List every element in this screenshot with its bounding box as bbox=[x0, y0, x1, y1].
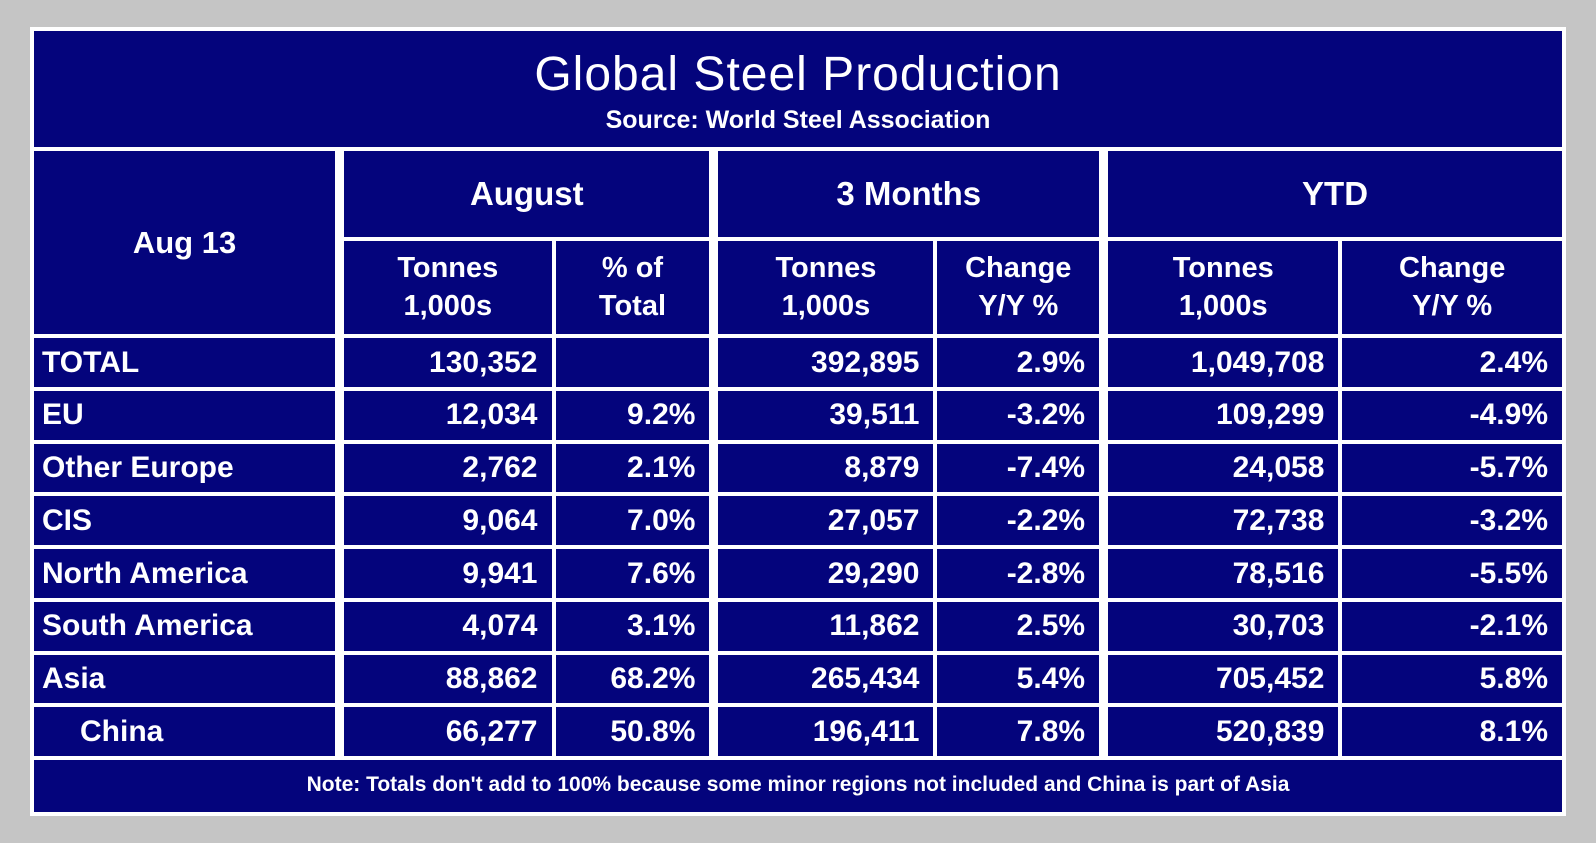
col-header-august-tonnes: Tonnes 1,000s bbox=[335, 236, 556, 339]
header-sub-row: Tonnes 1,000s % of Total Tonnes 1,000s C… bbox=[34, 236, 1562, 339]
value-cell: 4,074 bbox=[335, 597, 556, 655]
column-group-august: August bbox=[335, 147, 716, 241]
value-cell: 8,879 bbox=[709, 439, 938, 497]
region-cell: Other Europe bbox=[34, 439, 342, 497]
column-group-3months: 3 Months bbox=[709, 147, 1106, 241]
value-cell: -2.1% bbox=[1338, 597, 1562, 655]
value-cell: 50.8% bbox=[551, 703, 716, 760]
col-header-line1: Change bbox=[1399, 252, 1506, 284]
value-cell: 520,839 bbox=[1099, 703, 1343, 760]
value-cell: 27,057 bbox=[709, 492, 938, 550]
value-cell: 2.1% bbox=[551, 439, 716, 497]
col-header-line1: Tonnes bbox=[1172, 252, 1274, 284]
col-header-line2: Total bbox=[598, 289, 667, 322]
table-note: Note: Totals don't add to 100% because s… bbox=[306, 773, 1290, 796]
value-cell: 2.4% bbox=[1338, 334, 1562, 392]
value-cell: 5.8% bbox=[1338, 650, 1562, 708]
value-cell: -5.7% bbox=[1338, 439, 1562, 497]
value-cell: -5.5% bbox=[1338, 545, 1562, 602]
value-cell: 12,034 bbox=[335, 387, 556, 444]
value-cell: 11,862 bbox=[709, 597, 938, 655]
value-cell: 30,703 bbox=[1099, 597, 1343, 655]
value-cell: 5.4% bbox=[933, 650, 1106, 708]
value-cell: 705,452 bbox=[1099, 650, 1343, 708]
col-header-line1: Tonnes bbox=[775, 252, 877, 284]
col-header-line2: 1,000s bbox=[403, 289, 493, 322]
value-cell: 9,941 bbox=[335, 545, 556, 602]
value-cell: 130,352 bbox=[335, 334, 556, 392]
region-cell: Asia bbox=[34, 650, 342, 708]
value-cell: 39,511 bbox=[709, 387, 938, 444]
col-header-3months-change: Change Y/Y % bbox=[933, 236, 1106, 339]
steel-production-panel: Global Steel Production Source: World St… bbox=[30, 27, 1566, 816]
value-cell: 265,434 bbox=[709, 650, 938, 708]
value-cell: 3.1% bbox=[551, 597, 716, 655]
col-header-line1: Tonnes bbox=[397, 252, 499, 284]
region-cell: TOTAL bbox=[34, 334, 342, 392]
col-header-line2: 1,000s bbox=[1178, 289, 1268, 322]
value-cell: 2,762 bbox=[335, 439, 556, 497]
value-cell: -3.2% bbox=[933, 387, 1106, 444]
value-cell: 29,290 bbox=[709, 545, 938, 602]
table-row: CIS 9,064 7.0% 27,057 -2.2% 72,738 -3.2% bbox=[34, 492, 1562, 550]
col-header-august-pct: % of Total bbox=[551, 236, 716, 339]
value-cell: -2.8% bbox=[933, 545, 1106, 602]
value-cell: 9.2% bbox=[551, 387, 716, 444]
value-cell: 9,064 bbox=[335, 492, 556, 550]
value-cell: 2.5% bbox=[933, 597, 1106, 655]
region-cell: EU bbox=[34, 387, 342, 444]
column-group-ytd: YTD bbox=[1099, 147, 1562, 241]
region-cell: CIS bbox=[34, 492, 342, 550]
col-header-line1: Change bbox=[965, 252, 1072, 284]
table-row: Asia 88,862 68.2% 265,434 5.4% 705,452 5… bbox=[34, 650, 1562, 708]
col-header-line2: 1,000s bbox=[781, 289, 871, 322]
value-cell: 7.8% bbox=[933, 703, 1106, 760]
col-header-line2: Y/Y % bbox=[978, 289, 1059, 322]
table-row: Other Europe 2,762 2.1% 8,879 -7.4% 24,0… bbox=[34, 439, 1562, 497]
value-cell: -7.4% bbox=[933, 439, 1106, 497]
table-row: North America 9,941 7.6% 29,290 -2.8% 78… bbox=[34, 545, 1562, 602]
value-cell: 78,516 bbox=[1099, 545, 1343, 602]
col-header-3months-tonnes: Tonnes 1,000s bbox=[709, 236, 938, 339]
value-cell: 7.6% bbox=[551, 545, 716, 602]
value-cell: 392,895 bbox=[709, 334, 938, 392]
value-cell: 72,738 bbox=[1099, 492, 1343, 550]
value-cell bbox=[551, 334, 716, 392]
value-cell: 196,411 bbox=[709, 703, 938, 760]
value-cell: 1,049,708 bbox=[1099, 334, 1343, 392]
region-cell: China bbox=[34, 703, 342, 760]
col-header-line1: % of bbox=[601, 252, 664, 284]
col-header-ytd-change: Change Y/Y % bbox=[1338, 236, 1562, 339]
value-cell: 88,862 bbox=[335, 650, 556, 708]
table-row: TOTAL 130,352 392,895 2.9% 1,049,708 2.4… bbox=[34, 334, 1562, 392]
value-cell: 109,299 bbox=[1099, 387, 1343, 444]
value-cell: 7.0% bbox=[551, 492, 716, 550]
table-row: China 66,277 50.8% 196,411 7.8% 520,839 … bbox=[34, 703, 1562, 760]
header-group-row: Aug 13 August 3 Months YTD bbox=[34, 146, 1562, 339]
value-cell: 24,058 bbox=[1099, 439, 1343, 497]
col-header-ytd-tonnes: Tonnes 1,000s bbox=[1099, 236, 1343, 339]
value-cell: -4.9% bbox=[1338, 387, 1562, 444]
region-cell: North America bbox=[34, 545, 342, 602]
title-block: Global Steel Production Source: World St… bbox=[34, 31, 1562, 147]
value-cell: 2.9% bbox=[933, 334, 1106, 392]
period-label: Aug 13 bbox=[34, 146, 342, 339]
table-row: South America 4,074 3.1% 11,862 2.5% 30,… bbox=[34, 597, 1562, 655]
steel-production-table: Aug 13 August 3 Months YTD Tonnes 1,000s… bbox=[34, 146, 1562, 760]
value-cell: -3.2% bbox=[1338, 492, 1562, 550]
table-row: EU 12,034 9.2% 39,511 -3.2% 109,299 -4.9… bbox=[34, 387, 1562, 444]
value-cell: 8.1% bbox=[1338, 703, 1562, 760]
value-cell: 68.2% bbox=[551, 650, 716, 708]
table-source: Source: World Steel Association bbox=[605, 106, 991, 134]
value-cell: -2.2% bbox=[933, 492, 1106, 550]
value-cell: 66,277 bbox=[335, 703, 556, 760]
page-title: Global Steel Production bbox=[534, 48, 1062, 101]
col-header-line2: Y/Y % bbox=[1412, 289, 1493, 322]
region-cell: South America bbox=[34, 597, 342, 655]
